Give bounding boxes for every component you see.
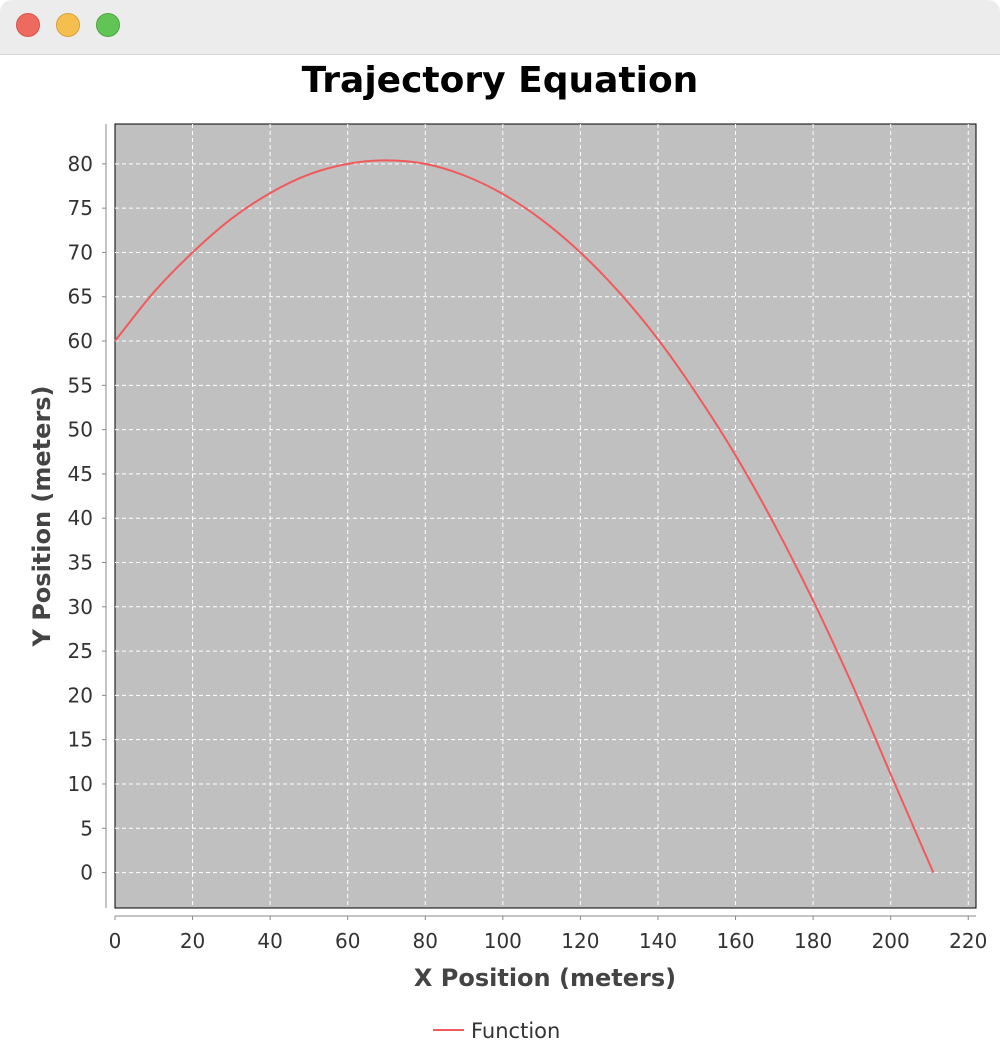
x-axis-title: X Position (meters) <box>414 964 676 992</box>
legend: Function <box>433 1019 560 1043</box>
x-tick-label: 220 <box>949 929 987 953</box>
y-tick-label: 70 <box>68 240 93 264</box>
y-axis-title: Y Position (meters) <box>28 385 56 647</box>
y-tick-label: 35 <box>68 551 93 575</box>
legend-label: Function <box>471 1019 560 1043</box>
chart-title: Trajectory Equation <box>301 60 699 101</box>
x-tick-label: 40 <box>257 929 282 953</box>
close-button[interactable] <box>16 13 40 37</box>
series-line-function <box>114 159 935 873</box>
x-tick-label: 20 <box>180 929 205 953</box>
y-tick-label: 10 <box>68 772 93 796</box>
window-titlebar[interactable] <box>0 0 1000 55</box>
y-tick-label: 80 <box>68 152 93 176</box>
x-tick-label: 60 <box>335 929 360 953</box>
x-tick-label: 160 <box>716 929 754 953</box>
y-tick-label: 15 <box>68 728 93 752</box>
plot-area: 0 20 40 60 80 100 120 140 160 180 200 220 0 5 10 15 20 25… <box>68 123 987 953</box>
x-tick-label: 140 <box>639 929 677 953</box>
minimize-button[interactable] <box>56 13 80 37</box>
x-tick-label: 80 <box>413 929 438 953</box>
y-tick-label: 60 <box>68 329 93 353</box>
y-tick-label: 5 <box>80 816 93 840</box>
x-tick-label: 0 <box>109 929 122 953</box>
zoom-button[interactable] <box>96 13 120 37</box>
y-tick-label: 40 <box>68 506 93 530</box>
x-tick-label: 120 <box>561 929 599 953</box>
plot-background <box>114 123 977 909</box>
y-tick-label: 30 <box>68 595 93 619</box>
y-tick-label: 25 <box>68 639 93 663</box>
y-tick-label: 65 <box>68 285 93 309</box>
y-tick-label: 0 <box>80 861 93 885</box>
y-tick-label: 55 <box>68 373 93 397</box>
y-tick-label: 20 <box>68 683 93 707</box>
y-tick-label: 50 <box>68 418 93 442</box>
x-tick-label: 180 <box>794 929 832 953</box>
x-tick-label: 100 <box>484 929 522 953</box>
y-tick-label: 45 <box>68 462 93 486</box>
y-tick-label: 75 <box>68 196 93 220</box>
x-tick-label: 200 <box>872 929 910 953</box>
